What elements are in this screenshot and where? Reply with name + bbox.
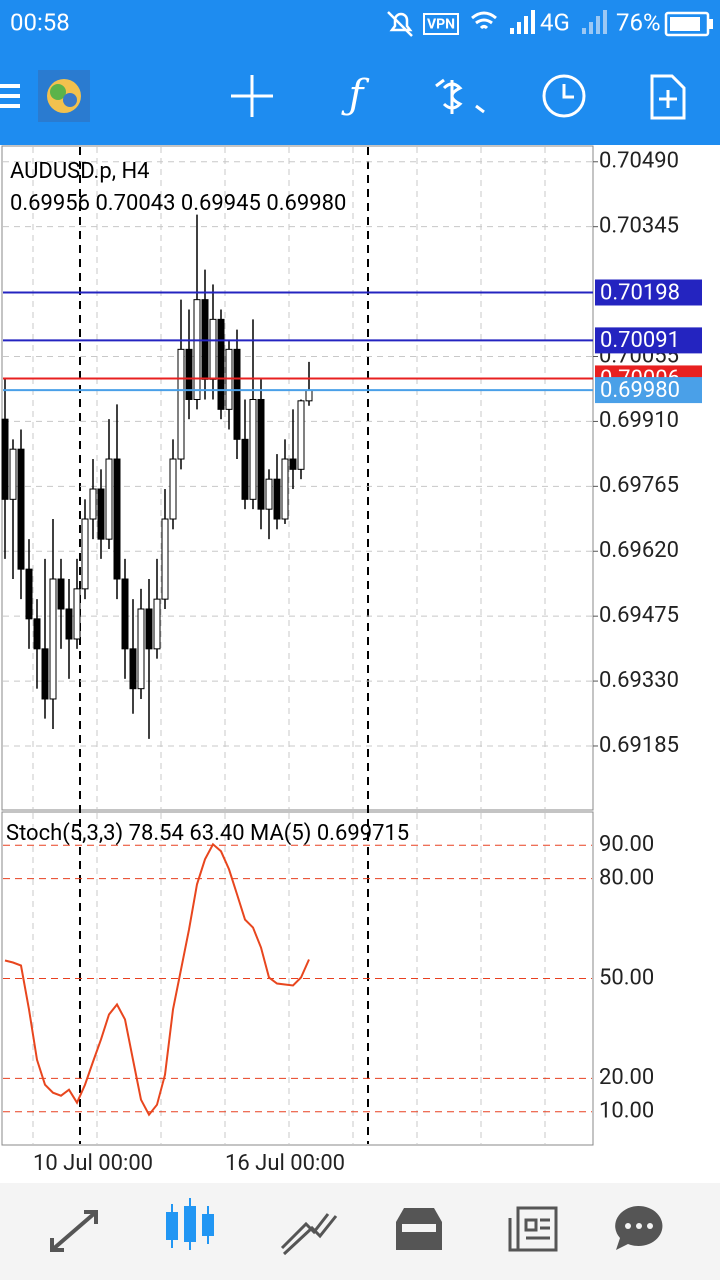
candle-body <box>241 438 249 500</box>
candle-body <box>145 608 153 650</box>
signal-icon-2 <box>582 10 607 34</box>
candle-body <box>1 418 9 500</box>
battery-icon <box>664 11 713 37</box>
y-tick-label: 90.00 <box>599 832 654 857</box>
y-tick-label: 0.69620 <box>599 538 679 563</box>
new-order-button[interactable] <box>650 74 686 120</box>
chart-layer: 0.704900.703450.700550.699100.697650.696… <box>1 149 702 1176</box>
candle-body <box>105 458 113 540</box>
candle-body <box>41 648 49 700</box>
y-tick-label: 0.70345 <box>599 213 679 238</box>
candle-body <box>257 398 265 510</box>
candle-body <box>97 488 105 540</box>
candle-body <box>297 400 305 470</box>
candle-body <box>305 389 313 402</box>
y-tick-label: 0.69475 <box>599 603 679 628</box>
symbols-button[interactable] <box>435 78 485 114</box>
candle-body <box>193 299 201 400</box>
ohlc-text: 0.69956 0.70043 0.69945 0.69980 <box>10 191 346 216</box>
candle-body <box>289 458 297 470</box>
chat-tab[interactable] <box>615 1205 663 1250</box>
candle-body <box>249 398 257 500</box>
candle-body <box>49 578 57 700</box>
vpn: VPN <box>427 17 455 33</box>
timeframe-button[interactable] <box>542 74 586 118</box>
candle-body <box>9 448 17 500</box>
wifi-icon <box>471 11 497 30</box>
candle-body <box>209 318 217 380</box>
price-level-label: 0.70091 <box>600 328 680 353</box>
price-pane <box>1 145 594 811</box>
candle-body <box>161 518 169 600</box>
y-tick-label: 80.00 <box>599 865 654 890</box>
y-tick-label: 20.00 <box>599 1065 654 1090</box>
candle-body <box>33 618 41 650</box>
candle-body <box>177 348 185 460</box>
quotes-tab[interactable] <box>50 1210 98 1252</box>
candle-body <box>281 458 289 520</box>
candle-body <box>113 458 121 580</box>
candle-body <box>89 488 97 520</box>
candle-body <box>121 578 129 650</box>
clock: 00:58 <box>10 8 70 36</box>
candle-body <box>129 648 137 690</box>
y-tick-label: 50.00 <box>599 965 654 990</box>
chart-tab[interactable] <box>166 1198 214 1250</box>
vpn-box <box>423 13 459 35</box>
mute-icon <box>387 11 413 37</box>
price-level-box <box>595 279 702 306</box>
y-tick-label: 0.69330 <box>599 668 679 693</box>
price-level-box <box>595 327 702 354</box>
history-tab[interactable] <box>396 1208 442 1250</box>
price-level-label: 0.69980 <box>600 378 680 403</box>
symbol-title: AUDUSD.p, H4 <box>10 159 150 184</box>
candle-body <box>153 598 161 650</box>
menu-button[interactable] <box>0 84 20 108</box>
candle-body <box>137 608 145 690</box>
crosshair-button[interactable] <box>231 75 273 117</box>
price-level-label: 0.70198 <box>600 280 680 305</box>
candle-body <box>17 448 25 570</box>
x-tick-label: 16 Jul 00:00 <box>225 1151 345 1176</box>
stoch-title: Stoch(5,3,3) 78.54 63.40 MA(5) 0.699715 <box>6 821 409 846</box>
price-level-box <box>595 377 702 404</box>
trade-tab[interactable] <box>280 1213 338 1256</box>
candle-body <box>81 518 89 590</box>
network: 4G <box>540 8 570 36</box>
vertical-grid <box>32 147 546 1144</box>
y-tick-label: 10.00 <box>599 1099 654 1124</box>
news-tab[interactable] <box>508 1206 558 1252</box>
candle-body <box>233 348 241 440</box>
app-icon[interactable] <box>38 70 90 122</box>
stoch-pane <box>1 811 594 1146</box>
candle-body <box>25 568 33 620</box>
y-tick-label: 0.70490 <box>599 149 679 174</box>
stoch-line <box>4 842 310 1117</box>
candle-body <box>65 608 73 640</box>
candle-body <box>57 578 65 610</box>
signal-icon <box>510 10 535 34</box>
y-tick-label: 0.69185 <box>599 733 679 758</box>
y-tick-label: 0.69910 <box>599 408 679 433</box>
x-tick-label: 10 Jul 00:00 <box>33 1151 153 1176</box>
y-tick-label: 0.69765 <box>599 473 679 498</box>
battery-level: 76% <box>616 8 661 36</box>
candle-body <box>265 478 273 510</box>
candle-body <box>73 588 81 640</box>
candle-body <box>217 318 225 410</box>
candle-body <box>273 478 281 520</box>
bottom-nav <box>0 1183 720 1280</box>
candle-body <box>169 458 177 520</box>
candle-body <box>185 348 193 400</box>
